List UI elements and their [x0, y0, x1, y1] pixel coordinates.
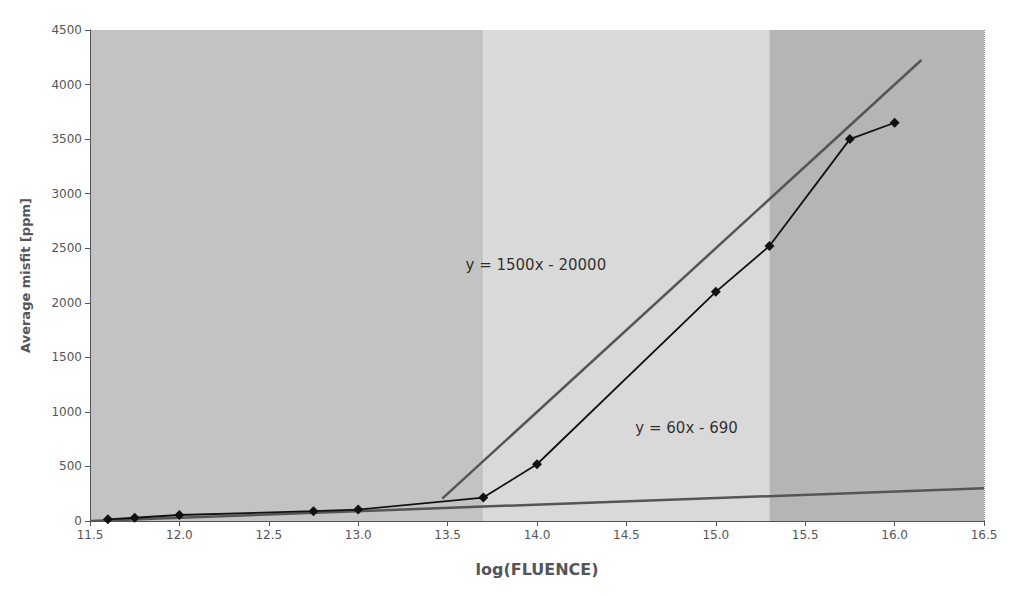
svg-text:0: 0 — [74, 514, 82, 528]
svg-text:Average misfit [ppm]: Average misfit [ppm] — [18, 198, 33, 353]
svg-text:4000: 4000 — [51, 78, 82, 92]
svg-text:16.0: 16.0 — [881, 528, 908, 542]
svg-text:2000: 2000 — [51, 296, 82, 310]
svg-text:12.5: 12.5 — [255, 528, 282, 542]
svg-text:11.5: 11.5 — [77, 528, 104, 542]
svg-text:log(FLUENCE): log(FLUENCE) — [475, 560, 598, 579]
svg-text:13.0: 13.0 — [345, 528, 372, 542]
svg-text:16.5: 16.5 — [971, 528, 998, 542]
svg-text:500: 500 — [59, 459, 82, 473]
svg-text:2500: 2500 — [51, 241, 82, 255]
svg-text:y = 60x - 690: y = 60x - 690 — [635, 419, 738, 437]
svg-text:15.0: 15.0 — [702, 528, 729, 542]
svg-text:3500: 3500 — [51, 132, 82, 146]
svg-text:4500: 4500 — [51, 23, 82, 37]
svg-text:12.0: 12.0 — [166, 528, 193, 542]
svg-text:3000: 3000 — [51, 187, 82, 201]
svg-text:14.5: 14.5 — [613, 528, 640, 542]
svg-text:13.5: 13.5 — [434, 528, 461, 542]
svg-text:14.0: 14.0 — [524, 528, 551, 542]
svg-text:1000: 1000 — [51, 405, 82, 419]
svg-text:15.5: 15.5 — [792, 528, 819, 542]
svg-text:y = 1500x - 20000: y = 1500x - 20000 — [465, 256, 606, 274]
svg-text:1500: 1500 — [51, 350, 82, 364]
